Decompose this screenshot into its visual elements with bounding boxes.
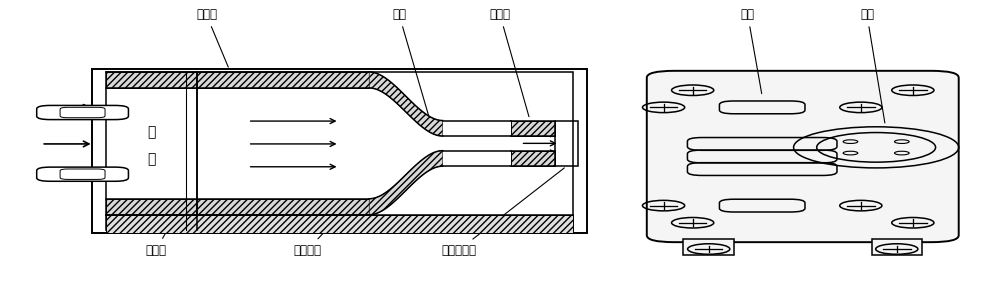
Bar [92,69,587,233]
Bar [555,121,578,166]
Bar [106,72,369,88]
Text: 气体传感器: 气体传感器 [441,168,564,257]
Text: 扇: 扇 [147,152,156,166]
FancyBboxPatch shape [37,167,128,181]
Text: 电路板: 电路板 [145,228,168,257]
Bar [106,199,369,215]
Bar [511,121,555,136]
FancyBboxPatch shape [647,71,959,242]
Bar [872,239,922,255]
Bar [106,215,573,233]
FancyBboxPatch shape [37,105,128,120]
Text: 进气管道: 进气管道 [293,218,338,257]
Text: 加速管: 加速管 [490,8,529,117]
Text: 线缆: 线缆 [860,8,885,123]
Text: 风: 风 [147,125,156,139]
Bar [106,72,573,230]
Bar [683,239,734,255]
Text: 进气管: 进气管 [196,8,228,67]
Polygon shape [369,72,443,136]
Text: 风扇: 风扇 [741,8,762,94]
Polygon shape [369,151,443,215]
Bar [511,151,555,166]
Text: 喉径: 喉径 [392,8,433,129]
